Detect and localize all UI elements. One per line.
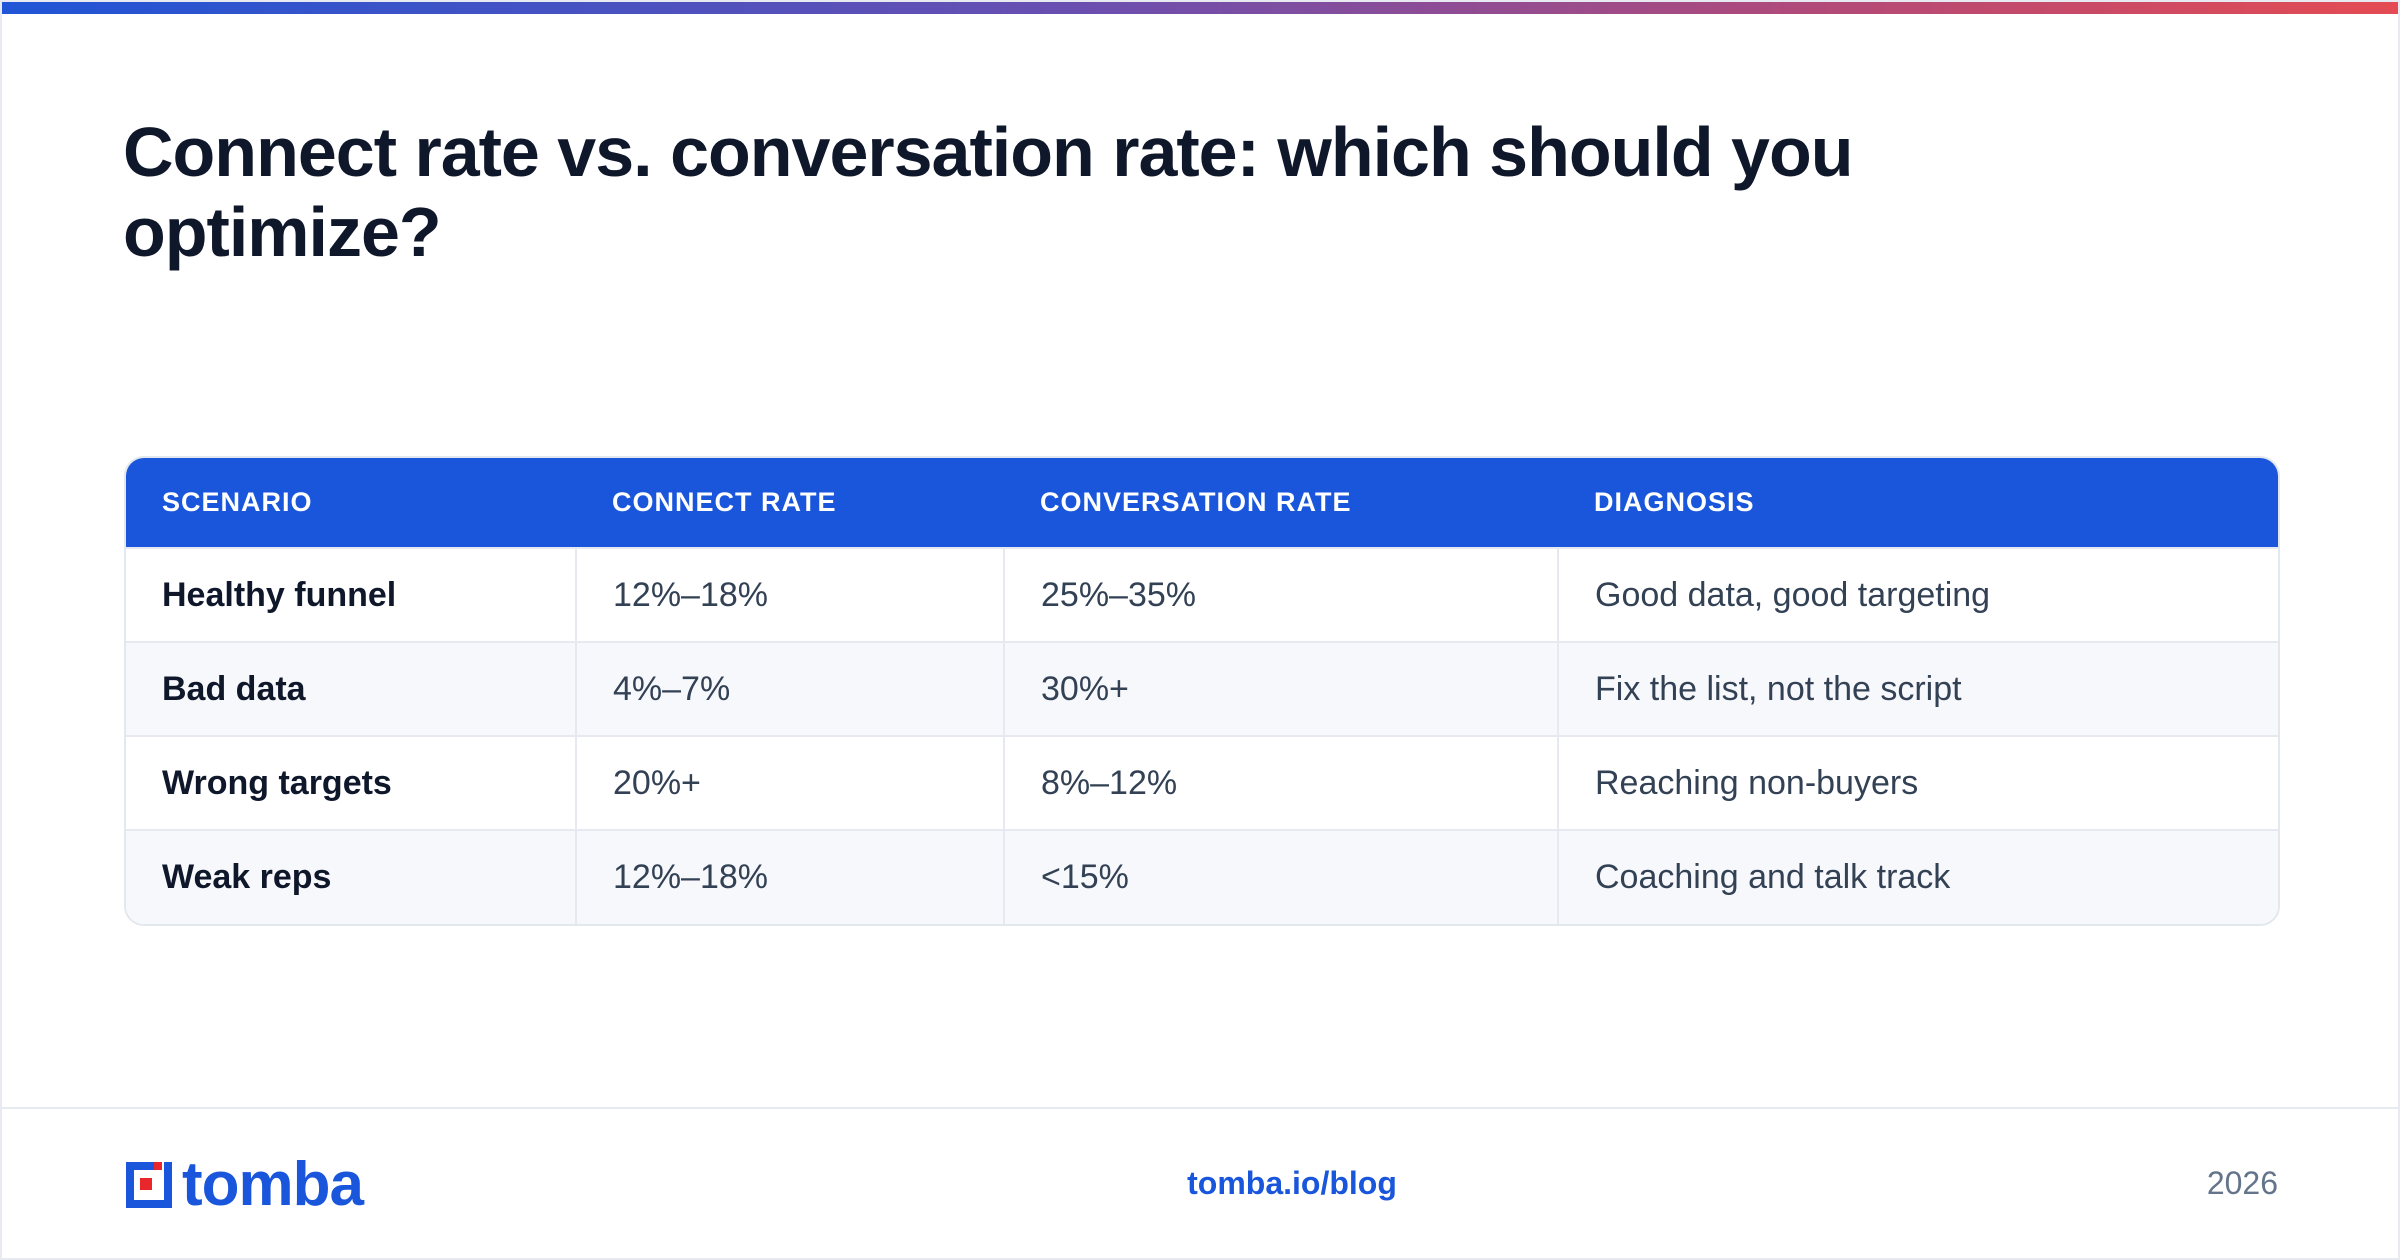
cell-connect-rate: 20%+ (576, 735, 1005, 830)
page-title: Connect rate vs. conversation rate: whic… (123, 113, 1853, 271)
cell-connect-rate: 12%–18% (576, 547, 1005, 642)
tomba-logo-icon (126, 1162, 172, 1208)
cell-diagnosis: Coaching and talk track (1558, 829, 2278, 924)
table-row: Healthy funnel 12%–18% 25%–35% Good data… (126, 547, 2278, 642)
cell-conversation-rate: <15% (1004, 829, 1559, 924)
cell-scenario: Bad data (126, 641, 577, 736)
cell-diagnosis: Reaching non-buyers (1558, 735, 2278, 830)
cell-scenario: Wrong targets (126, 735, 577, 830)
cell-diagnosis: Fix the list, not the script (1558, 641, 2278, 736)
table-row: Bad data 4%–7% 30%+ Fix the list, not th… (126, 641, 2278, 736)
logo-wordmark: tomba (182, 1150, 364, 1219)
blog-link[interactable]: tomba.io/blog (1187, 1165, 1397, 1201)
column-header-diagnosis: DIAGNOSIS (1558, 458, 2278, 548)
cell-scenario: Healthy funnel (126, 547, 577, 642)
cell-conversation-rate: 25%–35% (1004, 547, 1559, 642)
column-header-scenario: SCENARIO (126, 458, 576, 548)
top-gradient-bar (2, 2, 2398, 14)
footer-year: 2026 (2206, 1165, 2278, 1201)
cell-conversation-rate: 30%+ (1004, 641, 1559, 736)
cell-diagnosis: Good data, good targeting (1558, 547, 2278, 642)
cell-scenario: Weak reps (126, 829, 577, 924)
tomba-logo[interactable]: tomba (124, 1150, 364, 1219)
table-row: Wrong targets 20%+ 8%–12% Reaching non-b… (126, 735, 2278, 830)
table-row: Weak reps 12%–18% <15% Coaching and talk… (126, 829, 2278, 924)
cell-conversation-rate: 8%–12% (1004, 735, 1559, 830)
cell-connect-rate: 12%–18% (576, 829, 1005, 924)
footer-divider (2, 1107, 2398, 1109)
column-header-connect-rate: CONNECT RATE (576, 458, 1004, 548)
table-header-row: SCENARIO CONNECT RATE CONVERSATION RATE … (126, 458, 2278, 548)
comparison-table: SCENARIO CONNECT RATE CONVERSATION RATE … (124, 456, 2280, 926)
cell-connect-rate: 4%–7% (576, 641, 1005, 736)
column-header-conversation-rate: CONVERSATION RATE (1004, 458, 1558, 548)
